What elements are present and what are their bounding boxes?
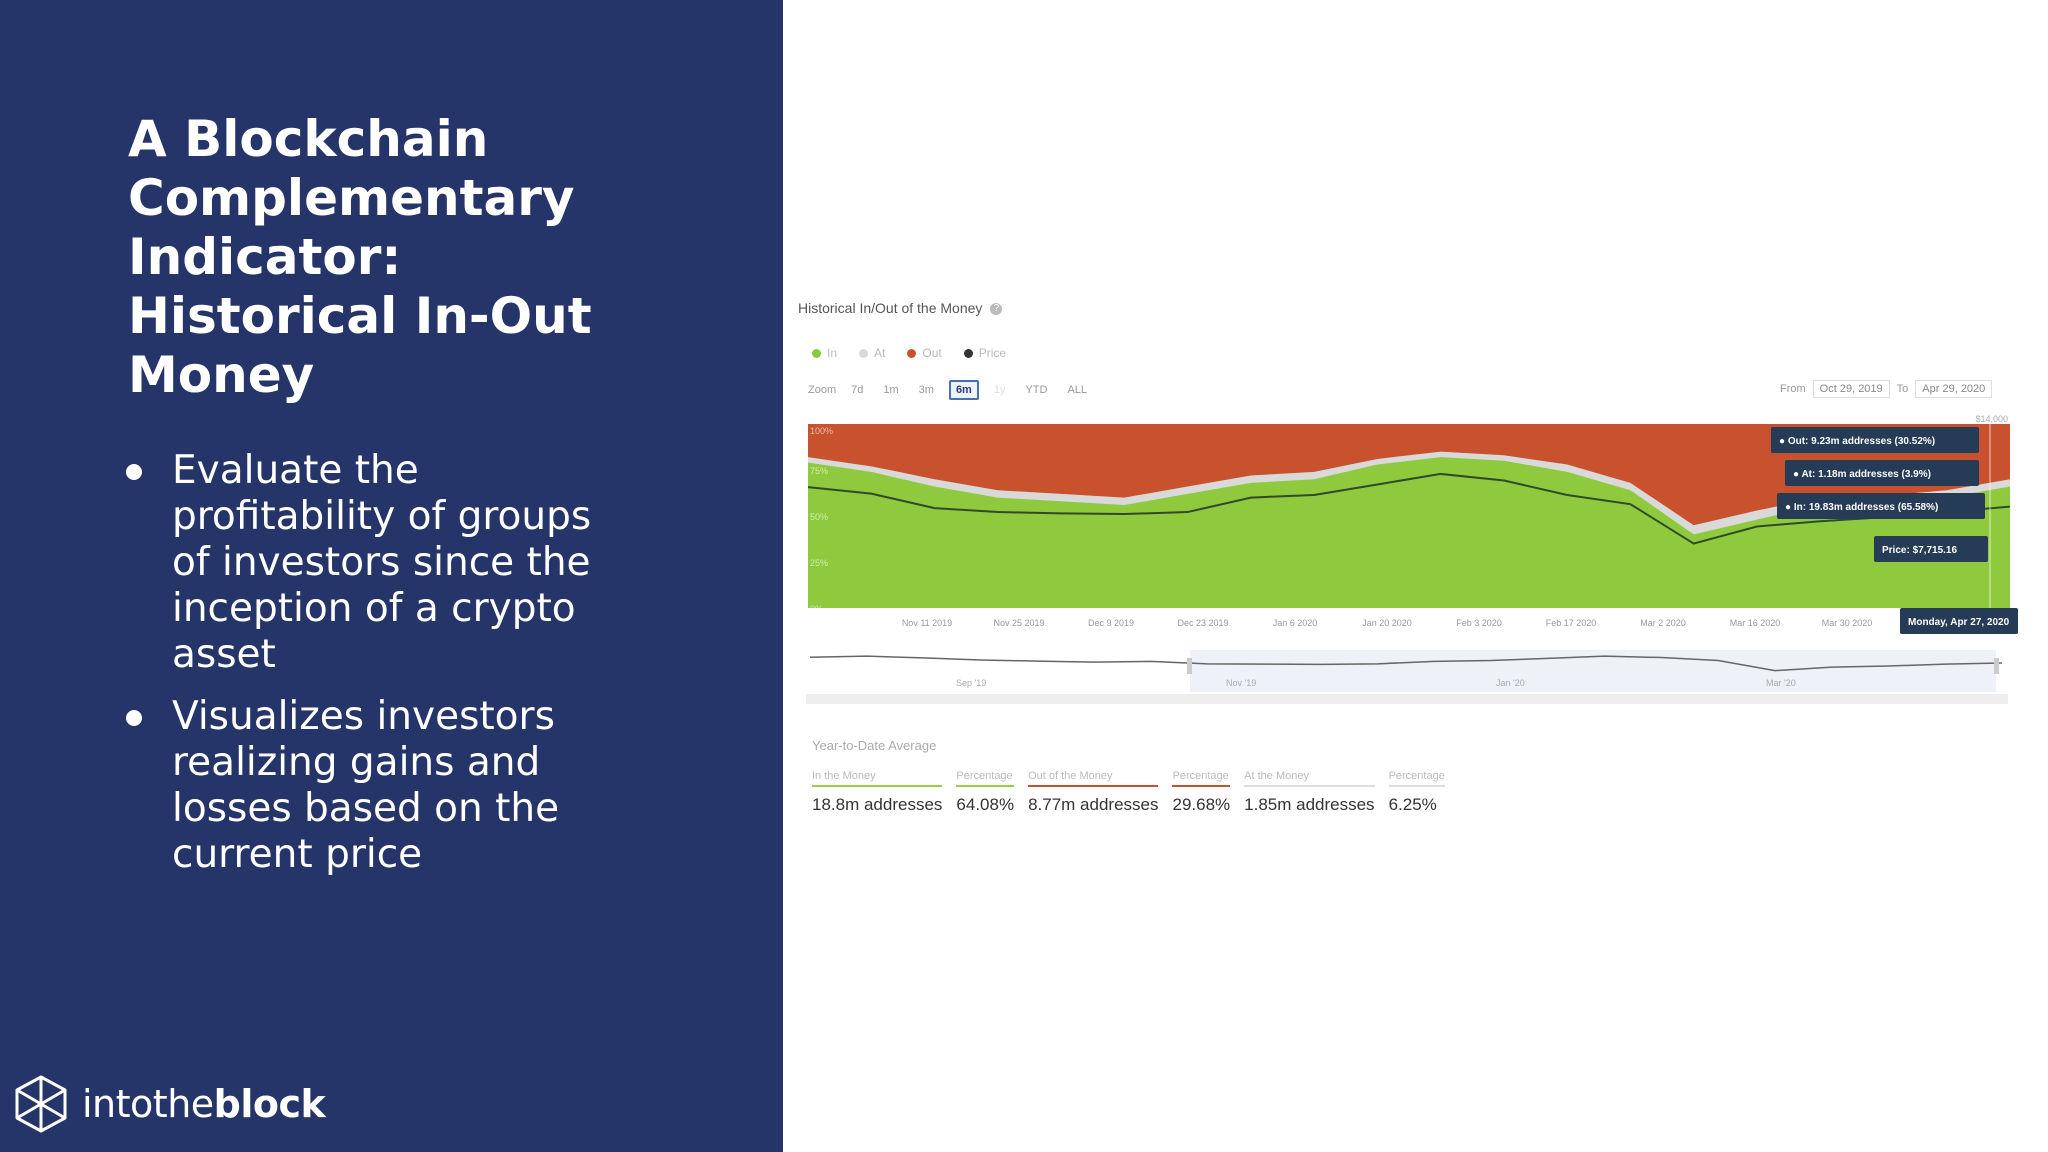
ytd-stat-value: 1.85m addresses — [1244, 795, 1375, 814]
ytd-stat: Percentage 6.25% — [1388, 770, 1445, 815]
ytd-stat: Percentage 64.08% — [956, 770, 1015, 815]
x-tick-label: Jan 6 2020 — [1273, 618, 1318, 628]
bullet-list: Evaluate the profitability of groups of … — [120, 448, 640, 894]
x-tick-label: Nov 25 2019 — [993, 618, 1044, 628]
x-tick-label: Jan 20 2020 — [1362, 618, 1412, 628]
y-tick-label: 75% — [810, 466, 828, 476]
bullet-text: Visualizes investors realizing gains and… — [172, 694, 560, 877]
y-tick-label: 100% — [810, 426, 833, 436]
ytd-stat-label: Percentage — [956, 770, 1015, 787]
tooltip-at: ● At: 1.18m addresses (3.9%) — [1793, 469, 1931, 480]
navigator-handle-left — [1187, 658, 1192, 674]
zoom-7d-button[interactable]: 7d — [851, 384, 864, 396]
legend-item-in[interactable]: In — [812, 346, 837, 360]
legend-item-out[interactable]: Out — [907, 346, 942, 360]
x-tick-label: Feb 3 2020 — [1456, 618, 1502, 628]
tooltip-price-box — [1874, 536, 1988, 562]
navigator-scrollbar[interactable] — [806, 694, 2008, 704]
x-tick-label: Mar 30 2020 — [1822, 618, 1873, 628]
y-tick-label: 50% — [810, 512, 828, 522]
ytd-stat-label: At the Money — [1244, 770, 1375, 787]
navigator-label: Jan '20 — [1496, 678, 1525, 688]
chart-widget-title: Historical In/Out of the Money? — [798, 300, 1003, 316]
ytd-stat-value: 18.8m addresses — [812, 795, 943, 814]
cube-logo-icon — [15, 1075, 67, 1133]
ytd-stats: In the Money 18.8m addresses Percentage 64.… — [812, 770, 1445, 815]
y-tick-label: 0% — [810, 604, 823, 614]
left-panel: A Blockchain Complementary Indicator: Hi… — [0, 0, 783, 1152]
zoom-1y-button[interactable]: 1y — [993, 384, 1006, 396]
y-tick-label: 25% — [810, 558, 828, 568]
intotheblock-logo: intotheblock — [14, 1072, 326, 1136]
bullet-item: Visualizes investors realizing gains and… — [120, 694, 640, 878]
navigator-label: Mar '20 — [1766, 678, 1796, 688]
ytd-stat-value: 29.68% — [1172, 795, 1231, 814]
tooltip-in: ● In: 19.83m addresses (65.58%) — [1785, 502, 1938, 513]
ytd-stat-label: In the Money — [812, 770, 943, 787]
bullet-text: Evaluate the profitability of groups of … — [172, 448, 592, 677]
zoom-3m-button[interactable]: 3m — [918, 384, 934, 396]
navigator-chart[interactable]: Sep '19 Nov '19 Jan '20 Mar '20 — [806, 648, 2008, 694]
bullet-dot — [126, 464, 142, 480]
bullet-dot — [126, 710, 142, 726]
x-tick-label: Mar 16 2020 — [1730, 618, 1781, 628]
ytd-stat: In the Money 18.8m addresses — [812, 770, 943, 815]
legend-swatch — [907, 348, 917, 358]
from-date-input[interactable]: Oct 29, 2019 — [1812, 380, 1890, 398]
tooltip-in-box — [1777, 493, 1985, 519]
tooltip-at-box — [1785, 460, 1979, 486]
ytd-stat: Out of the Money 8.77m addresses — [1028, 770, 1159, 815]
zoom-label: Zoom — [808, 384, 837, 396]
ytd-stat-label: Percentage — [1172, 770, 1231, 787]
to-label: To — [1896, 383, 1909, 395]
ytd-stat-value: 8.77m addresses — [1028, 795, 1159, 814]
ytd-stat: At the Money 1.85m addresses — [1244, 770, 1375, 815]
tooltip-date-box — [1900, 608, 2018, 634]
navigator-handle-right — [1994, 658, 1999, 674]
in-area — [808, 457, 2010, 608]
ytd-stat-value: 6.25% — [1388, 795, 1437, 814]
navigator-line — [809, 655, 2003, 672]
zoom-ytd-button[interactable]: YTD — [1025, 384, 1048, 396]
ytd-stat-label: Percentage — [1388, 770, 1445, 787]
to-date-input[interactable]: Apr 29, 2020 — [1915, 380, 1993, 398]
navigator-label: Nov '19 — [1226, 678, 1256, 688]
x-tick-label: Feb 17 2020 — [1546, 618, 1597, 628]
ytd-stat-value: 64.08% — [956, 795, 1015, 814]
help-icon[interactable]: ? — [990, 303, 1003, 316]
ytd-stat-label: Out of the Money — [1028, 770, 1159, 787]
x-tick-label: Nov 11 2019 — [902, 618, 952, 628]
tooltip-price: Price: $7,715.16 — [1882, 545, 1957, 556]
tooltip-out: ● Out: 9.23m addresses (30.52%) — [1779, 436, 1935, 447]
x-tick-label: Mar 2 2020 — [1640, 618, 1686, 628]
zoom-controls: Zoom 7d 1m 3m 6m 1y YTD ALL — [808, 380, 1092, 400]
navigator-label: Sep '19 — [956, 678, 986, 688]
chart-legend: In At Out Price — [812, 346, 1006, 360]
legend-item-at[interactable]: At — [859, 346, 885, 360]
price-line — [807, 472, 2011, 545]
x-tick-label: Dec 9 2019 — [1088, 618, 1134, 628]
logo-wordmark: intotheblock — [82, 1082, 326, 1126]
main-area-chart[interactable]: 0% 25% 50% 75% 100% $14,000 Nov 11 2019 Nov 25 … — [800, 412, 2020, 642]
date-range: From Oct 29, 2019 To Apr 29, 2020 — [1780, 380, 1993, 398]
legend-swatch — [859, 348, 869, 358]
tooltip-date: Monday, Apr 27, 2020 — [1908, 617, 2010, 628]
legend-swatch — [812, 348, 821, 358]
legend-item-price[interactable]: Price — [963, 346, 1006, 360]
zoom-6m-button[interactable]: 6m — [948, 380, 979, 400]
y-right-top-label: $14,000 — [1975, 414, 2008, 424]
tooltip-out-box — [1771, 427, 1979, 453]
zoom-1m-button[interactable]: 1m — [883, 384, 899, 396]
legend-swatch — [963, 348, 973, 358]
slide-title: A Blockchain Complementary Indicator: Hi… — [128, 110, 592, 404]
ytd-stat: Percentage 29.68% — [1172, 770, 1231, 815]
x-tick-label: Dec 23 2019 — [1177, 618, 1228, 628]
bullet-item: Evaluate the profitability of groups of … — [120, 448, 640, 678]
zoom-all-button[interactable]: ALL — [1067, 384, 1088, 396]
from-label: From — [1780, 383, 1806, 395]
ytd-title: Year-to-Date Average — [812, 738, 937, 753]
